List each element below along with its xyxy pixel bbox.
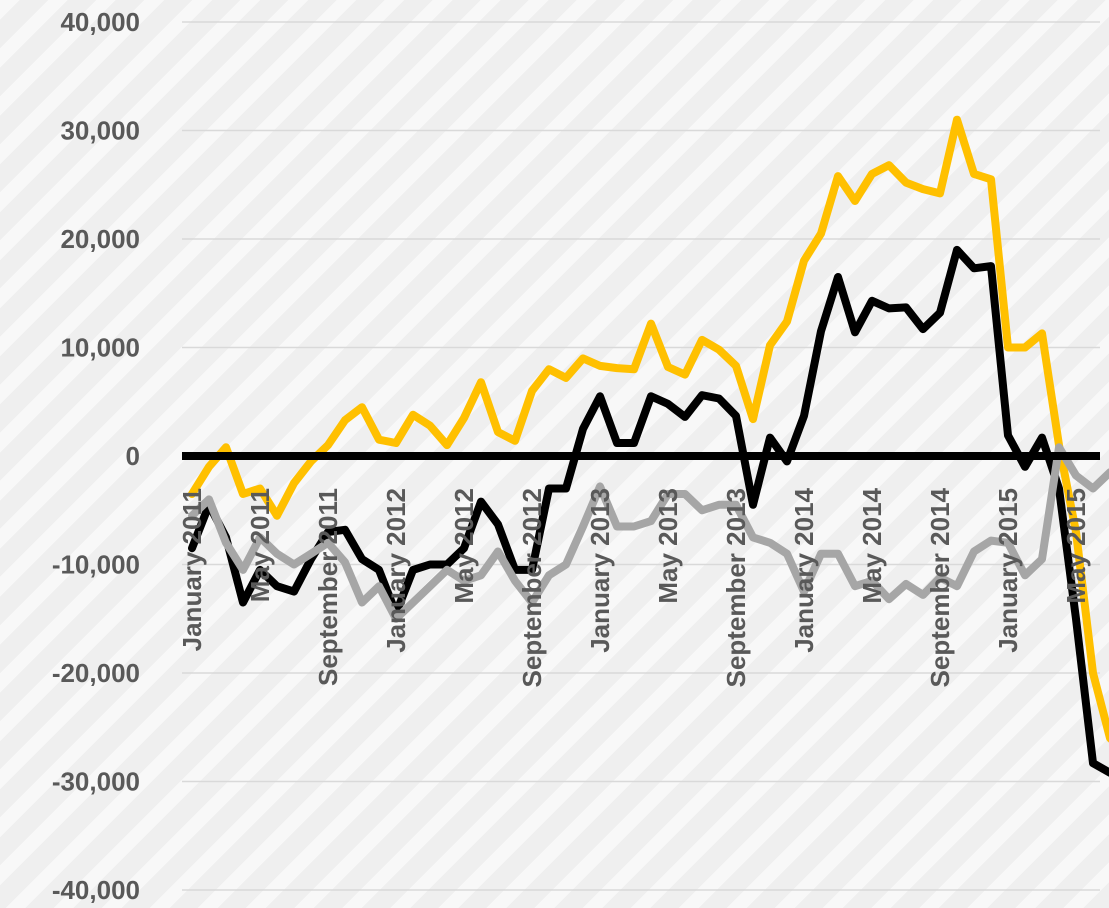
y-tick-label: -40,000 bbox=[52, 875, 140, 905]
y-tick-label: 0 bbox=[126, 441, 140, 471]
x-tick-label: January 2015 bbox=[993, 488, 1023, 653]
x-tick-label: May 2014 bbox=[857, 487, 887, 603]
x-tick-label: September 2012 bbox=[517, 488, 547, 687]
y-tick-label: -30,000 bbox=[52, 767, 140, 797]
x-tick-label: January 2012 bbox=[381, 488, 411, 653]
x-tick-label: January 2011 bbox=[177, 488, 207, 651]
x-tick-label: May 2012 bbox=[449, 488, 479, 604]
y-tick-label: 30,000 bbox=[60, 116, 140, 146]
series-line-2 bbox=[188, 245, 1109, 777]
x-tick-label: May 2011 bbox=[245, 488, 275, 602]
series-lines bbox=[188, 115, 1109, 777]
x-axis-tick-labels: January 2011 May 2011 September 2011 Januar… bbox=[177, 487, 1091, 687]
x-tick-label: September 2013 bbox=[721, 488, 751, 687]
series-line-1 bbox=[188, 115, 1109, 743]
y-tick-label: -20,000 bbox=[52, 658, 140, 688]
y-tick-label: 40,000 bbox=[60, 7, 140, 37]
x-tick-label: May 2015 bbox=[1061, 488, 1091, 604]
x-tick-label: May 2013 bbox=[653, 488, 683, 604]
y-axis-tick-labels: 40,000 30,000 20,000 10,000 0 -10,000 -20,000 -… bbox=[52, 7, 140, 905]
x-tick-label: September 2014 bbox=[925, 487, 955, 687]
x-tick-label: January 2014 bbox=[789, 487, 819, 652]
x-tick-label: September 2011 bbox=[313, 488, 343, 686]
series-line-3 bbox=[188, 443, 1109, 623]
x-tick-label: January 2013 bbox=[585, 488, 615, 653]
y-tick-label: -10,000 bbox=[52, 550, 140, 580]
y-tick-label: 10,000 bbox=[60, 333, 140, 363]
y-tick-label: 20,000 bbox=[60, 224, 140, 254]
